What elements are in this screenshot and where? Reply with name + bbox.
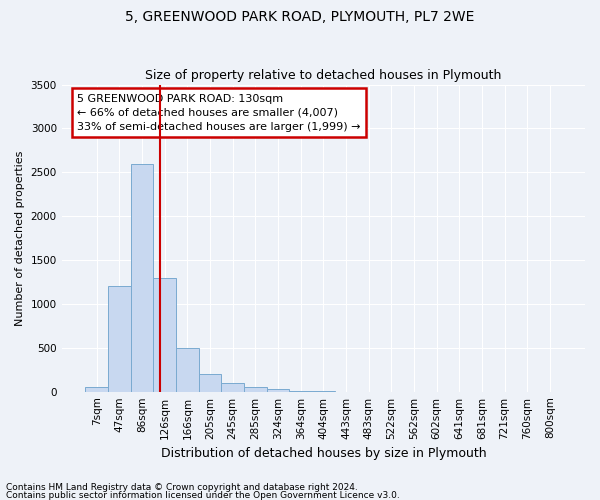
Bar xyxy=(154,278,176,392)
Text: 5 GREENWOOD PARK ROAD: 130sqm
← 66% of detached houses are smaller (4,007)
33% o: 5 GREENWOOD PARK ROAD: 130sqm ← 66% of d… xyxy=(77,94,361,132)
Bar xyxy=(176,348,199,392)
Bar xyxy=(244,388,266,392)
X-axis label: Distribution of detached houses by size in Plymouth: Distribution of detached houses by size … xyxy=(161,447,486,460)
Bar xyxy=(131,164,154,392)
Text: Contains public sector information licensed under the Open Government Licence v3: Contains public sector information licen… xyxy=(6,490,400,500)
Y-axis label: Number of detached properties: Number of detached properties xyxy=(15,150,25,326)
Text: 5, GREENWOOD PARK ROAD, PLYMOUTH, PL7 2WE: 5, GREENWOOD PARK ROAD, PLYMOUTH, PL7 2W… xyxy=(125,10,475,24)
Bar xyxy=(108,286,131,392)
Bar xyxy=(85,388,108,392)
Bar xyxy=(266,389,289,392)
Bar xyxy=(199,374,221,392)
Title: Size of property relative to detached houses in Plymouth: Size of property relative to detached ho… xyxy=(145,69,502,82)
Bar xyxy=(221,383,244,392)
Text: Contains HM Land Registry data © Crown copyright and database right 2024.: Contains HM Land Registry data © Crown c… xyxy=(6,484,358,492)
Bar xyxy=(289,391,312,392)
